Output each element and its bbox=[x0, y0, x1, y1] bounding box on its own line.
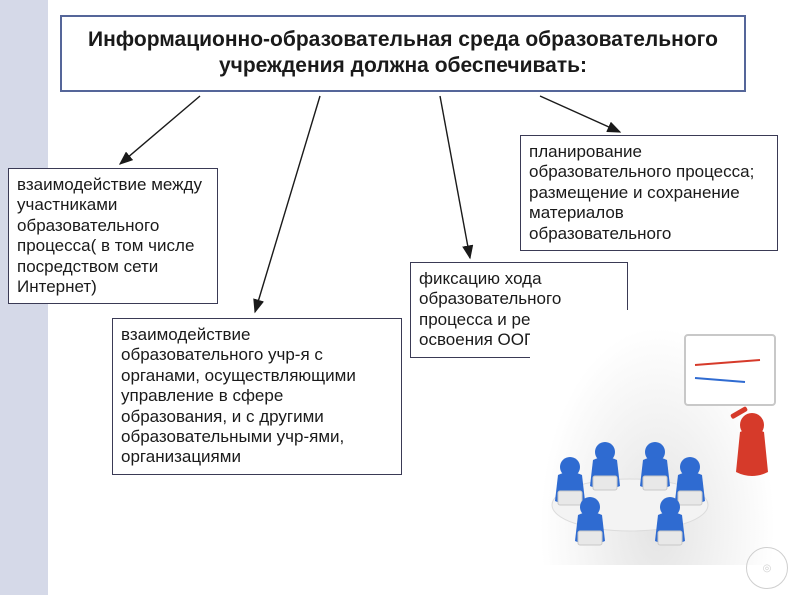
classroom-illustration bbox=[530, 310, 785, 565]
info-box-interaction-authorities: взаимодействие образовательного учр-я с … bbox=[112, 318, 402, 475]
info-box-interaction-participants: взаимодействие между участниками образов… bbox=[8, 168, 218, 304]
slide-title: Информационно-образовательная среда обра… bbox=[60, 15, 746, 92]
watermark-icon: ◎ bbox=[746, 547, 788, 589]
info-box-planning: планирование образовательного процесса; … bbox=[520, 135, 778, 251]
